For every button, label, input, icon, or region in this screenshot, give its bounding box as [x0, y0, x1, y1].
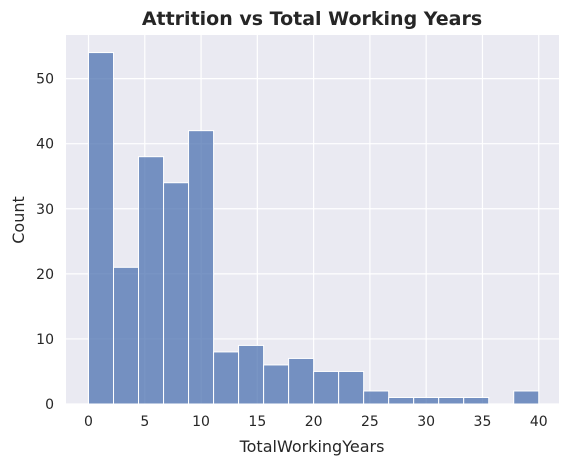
y-axis-label: Count — [9, 196, 28, 244]
y-tick-label: 10 — [36, 332, 54, 348]
x-tick-label: 40 — [530, 414, 548, 430]
histogram-bar — [513, 390, 540, 405]
x-axis-label: TotalWorkingYears — [239, 437, 385, 456]
histogram-bar — [138, 156, 165, 405]
y-tick-label: 40 — [36, 137, 54, 153]
x-tick-label: 35 — [474, 414, 492, 430]
x-tick-label: 10 — [192, 414, 210, 430]
x-tick-labels: 0 5 10 15 20 25 30 35 40 — [84, 414, 548, 430]
x-tick-label: 25 — [361, 414, 379, 430]
bars — [88, 52, 540, 405]
y-tick-label: 30 — [36, 202, 54, 218]
chart-title: Attrition vs Total Working Years — [142, 8, 482, 30]
y-tick-label: 0 — [45, 397, 54, 413]
x-tick-label: 20 — [305, 414, 323, 430]
histogram-bar — [163, 182, 190, 405]
x-tick-label: 15 — [248, 414, 266, 430]
histogram-bar — [213, 351, 240, 405]
histogram-bar — [438, 396, 465, 405]
histogram-bar — [338, 370, 365, 405]
histogram-bar — [238, 344, 265, 405]
histogram-bar — [313, 370, 340, 405]
y-tick-labels: 0 10 20 30 40 50 — [36, 72, 54, 413]
histogram-bar — [263, 364, 290, 405]
histogram-bar — [113, 266, 140, 405]
x-tick-label: 0 — [84, 414, 93, 430]
y-tick-label: 20 — [36, 267, 54, 283]
histogram-bar — [288, 357, 315, 405]
histogram-bar — [388, 396, 415, 405]
y-tick-label: 50 — [36, 72, 54, 88]
histogram-bar — [463, 396, 490, 405]
histogram-bar — [363, 390, 390, 405]
histogram-bar — [88, 52, 115, 405]
histogram-bar — [413, 396, 440, 405]
x-tick-label: 5 — [140, 414, 149, 430]
x-tick-label: 30 — [417, 414, 435, 430]
histogram-bar — [188, 130, 215, 405]
